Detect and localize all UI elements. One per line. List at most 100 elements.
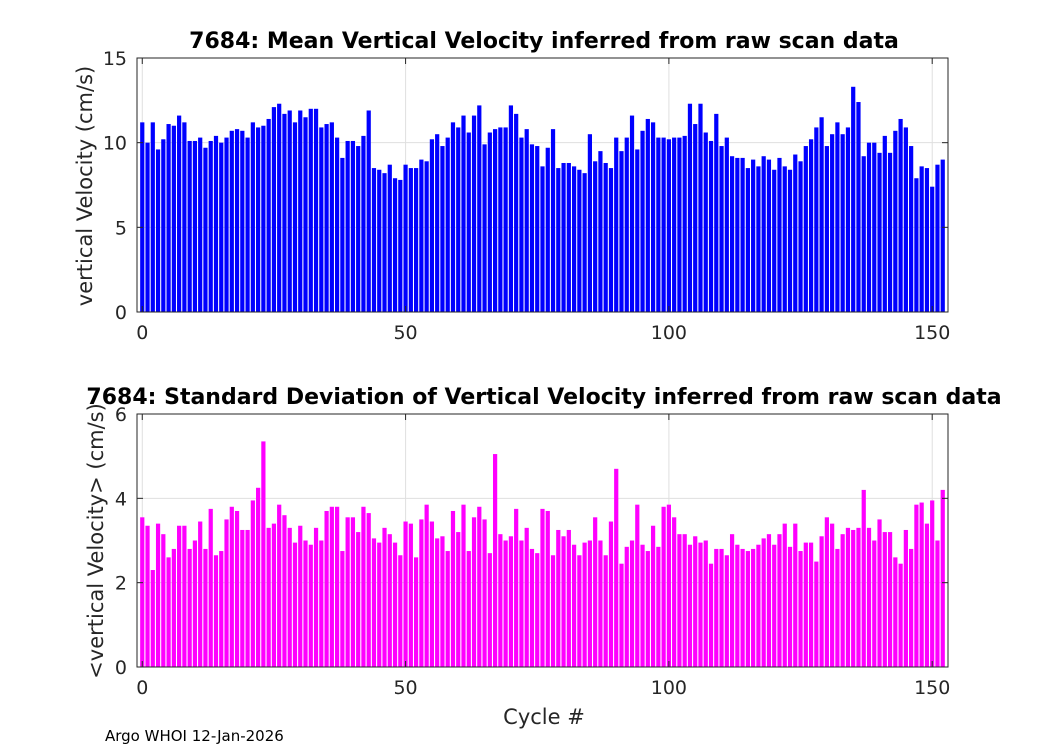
bar — [550, 555, 556, 667]
bar — [429, 521, 435, 667]
bar — [540, 166, 545, 312]
bar — [808, 139, 814, 312]
bar — [266, 118, 271, 313]
bar — [793, 523, 798, 667]
bar — [914, 504, 919, 667]
bar — [361, 506, 366, 667]
bar — [719, 548, 724, 667]
bar — [735, 544, 740, 667]
y-axis-label: vertical Velocity (cm/s) — [73, 66, 97, 306]
bar — [608, 168, 614, 312]
bar — [471, 517, 477, 667]
bar — [851, 529, 856, 667]
bar — [624, 137, 629, 312]
bar — [893, 130, 898, 312]
bar — [435, 538, 440, 667]
chart-title: 7684: Mean Vertical Velocity inferred fr… — [189, 29, 899, 54]
bar — [819, 536, 824, 667]
bar — [635, 149, 640, 312]
bar — [503, 540, 508, 667]
bar — [166, 557, 171, 667]
bar — [930, 500, 935, 667]
bar — [482, 144, 487, 312]
bar — [703, 540, 708, 667]
bar — [487, 132, 492, 312]
bar — [608, 521, 614, 667]
bar — [677, 534, 682, 667]
bar — [687, 544, 693, 667]
bar — [256, 127, 261, 313]
bar — [234, 510, 240, 667]
bar — [714, 548, 719, 667]
bar — [571, 166, 577, 312]
bar — [308, 108, 313, 312]
bar — [313, 108, 319, 312]
bar — [598, 540, 603, 667]
bar — [466, 132, 471, 312]
bar — [408, 523, 413, 667]
bar — [171, 548, 176, 667]
bar — [719, 146, 724, 312]
bar — [177, 115, 182, 312]
bar — [419, 159, 424, 312]
bar — [350, 140, 356, 312]
bar — [335, 506, 340, 667]
bar — [261, 441, 266, 667]
bar — [529, 548, 535, 667]
bar — [661, 506, 666, 667]
bar — [319, 127, 324, 313]
bar — [793, 154, 798, 312]
bar — [477, 506, 482, 667]
bar — [266, 527, 271, 667]
bar — [777, 157, 782, 312]
bar — [240, 529, 245, 667]
bar — [761, 156, 766, 312]
x-tick-label: 100 — [651, 677, 687, 699]
y-tick-labels: 0 5 10 15 — [103, 48, 948, 324]
bar — [782, 523, 787, 667]
bar — [919, 166, 924, 312]
bar — [814, 561, 819, 667]
y-tick-labels: 0 2 4 6 — [115, 404, 948, 679]
bar — [461, 504, 466, 667]
bar — [935, 164, 940, 312]
bar — [598, 151, 603, 312]
bar — [924, 168, 930, 312]
bar — [403, 521, 408, 667]
bar — [155, 149, 161, 312]
bar — [745, 551, 750, 667]
bar — [387, 164, 392, 312]
bar — [140, 122, 145, 312]
bar — [224, 519, 229, 667]
bar — [224, 137, 229, 312]
bar — [335, 137, 340, 312]
bar — [392, 542, 398, 667]
bar — [429, 139, 435, 312]
bar — [150, 570, 155, 667]
std-velocity-chart: 7684: Standard Deviation of Vertical Vel… — [84, 385, 1002, 729]
bar — [177, 525, 182, 667]
bar — [345, 517, 350, 667]
bar — [624, 546, 629, 667]
bar — [377, 169, 382, 312]
bar — [145, 525, 150, 667]
y-tick-label: 6 — [115, 404, 127, 426]
bar — [229, 130, 234, 312]
bar — [250, 500, 255, 667]
bar — [861, 156, 866, 312]
x-tick-label: 150 — [914, 322, 950, 344]
bar — [166, 124, 171, 312]
bar — [693, 536, 698, 667]
bar — [208, 140, 213, 312]
x-tick-label: 150 — [914, 677, 950, 699]
bar — [403, 164, 408, 312]
bar — [824, 517, 829, 667]
bar — [666, 139, 671, 312]
bar — [708, 563, 714, 667]
x-axis-label: Cycle # — [503, 705, 585, 729]
bar — [940, 489, 945, 667]
bar — [171, 125, 176, 312]
bar — [930, 186, 935, 312]
y-tick-label: 10 — [103, 133, 127, 155]
